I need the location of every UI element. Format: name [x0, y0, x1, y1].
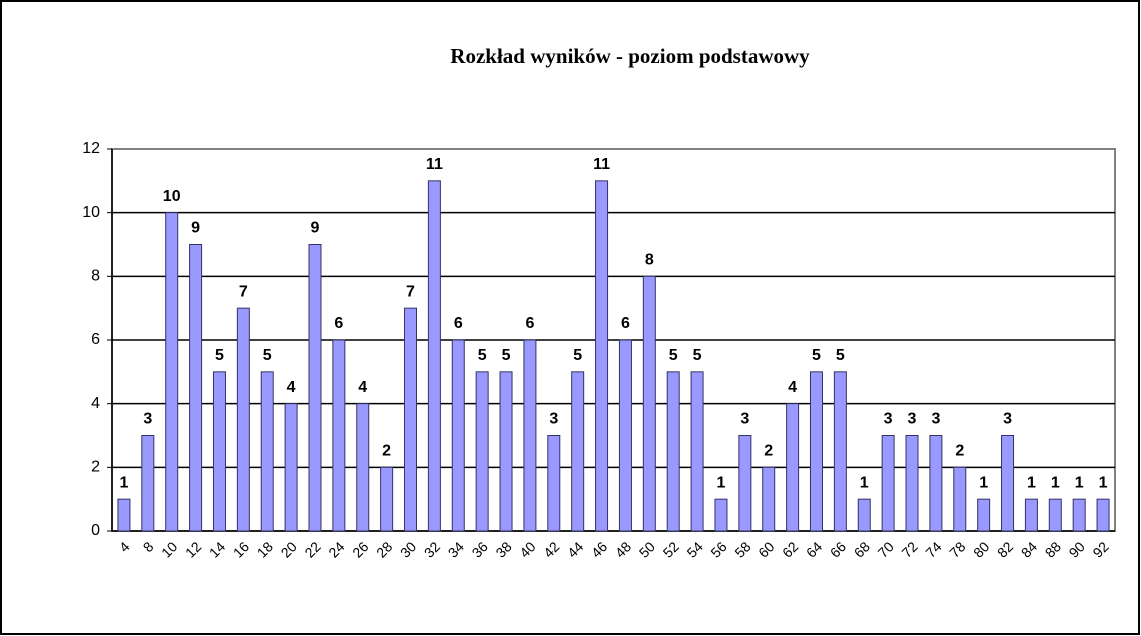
data-label: 1 [1075, 474, 1084, 491]
data-label: 2 [764, 443, 773, 460]
bar [690, 371, 704, 532]
bar [1048, 498, 1062, 532]
bar [236, 307, 250, 532]
data-label: 5 [693, 347, 702, 364]
bar [427, 180, 441, 532]
data-label: 6 [454, 315, 463, 332]
bar [714, 498, 728, 532]
bar [977, 498, 991, 532]
data-label: 1 [717, 474, 726, 491]
data-label: 3 [549, 411, 558, 428]
y-tick-label: 12 [82, 140, 100, 157]
data-label: 3 [1003, 411, 1012, 428]
y-tick-label: 8 [91, 268, 100, 285]
data-label: 1 [1027, 474, 1036, 491]
data-label: 1 [979, 474, 988, 491]
y-tick-label: 4 [91, 395, 100, 412]
bar [332, 339, 346, 532]
data-label: 10 [163, 188, 181, 205]
bar [595, 180, 609, 532]
data-label: 5 [812, 347, 821, 364]
y-tick-label: 10 [82, 204, 100, 221]
data-label: 8 [645, 252, 654, 269]
bar [141, 435, 155, 532]
bar [905, 435, 919, 532]
data-label: 1 [1051, 474, 1060, 491]
bar [571, 371, 585, 532]
data-label: 1 [1099, 474, 1108, 491]
bar [738, 435, 752, 532]
bar [380, 466, 394, 532]
data-label: 11 [426, 156, 443, 173]
bar [762, 466, 776, 532]
data-label: 3 [931, 411, 940, 428]
y-tick-label: 2 [91, 459, 100, 476]
data-label: 11 [593, 156, 610, 173]
data-label: 7 [406, 283, 415, 300]
data-label: 3 [884, 411, 893, 428]
data-label: 6 [621, 315, 630, 332]
data-label: 1 [860, 474, 869, 491]
bar [857, 498, 871, 532]
data-label: 3 [740, 411, 749, 428]
bar [833, 371, 847, 532]
data-label: 5 [836, 347, 845, 364]
bar [451, 339, 465, 532]
bar [666, 371, 680, 532]
data-label: 2 [955, 443, 964, 460]
bar [404, 307, 418, 532]
data-label: 5 [263, 347, 272, 364]
bar [308, 244, 322, 532]
bar [1072, 498, 1086, 532]
data-label: 4 [287, 379, 296, 396]
bar [618, 339, 632, 532]
data-label: 5 [215, 347, 224, 364]
bar [523, 339, 537, 532]
bar [953, 466, 967, 532]
y-tick-label: 6 [91, 331, 100, 348]
data-label: 5 [502, 347, 511, 364]
data-label: 5 [478, 347, 487, 364]
data-label: 9 [311, 220, 320, 237]
data-label: 2 [382, 443, 391, 460]
bar [881, 435, 895, 532]
bar [809, 371, 823, 532]
bar [356, 403, 370, 532]
data-label: 1 [119, 474, 128, 491]
bar [212, 371, 226, 532]
data-label: 5 [669, 347, 678, 364]
bar [547, 435, 561, 532]
bar [260, 371, 274, 532]
data-label: 4 [358, 379, 367, 396]
data-label: 7 [239, 283, 248, 300]
bar [165, 212, 179, 532]
data-label: 4 [788, 379, 797, 396]
bar [189, 244, 203, 532]
bar [1096, 498, 1110, 532]
bar [1024, 498, 1038, 532]
bar [929, 435, 943, 532]
bar [475, 371, 489, 532]
bar [786, 403, 800, 532]
data-label: 9 [191, 220, 200, 237]
data-label: 6 [525, 315, 534, 332]
bar [284, 403, 298, 532]
y-tick-label: 0 [91, 522, 100, 539]
chart-title: Rozkład wyników - poziom podstawowy [450, 44, 810, 68]
data-label: 3 [143, 411, 152, 428]
data-label: 3 [908, 411, 917, 428]
bar [642, 275, 656, 532]
data-label: 5 [573, 347, 582, 364]
data-label: 6 [334, 315, 343, 332]
bar [1001, 435, 1015, 532]
bar [117, 498, 131, 532]
bar [499, 371, 513, 532]
